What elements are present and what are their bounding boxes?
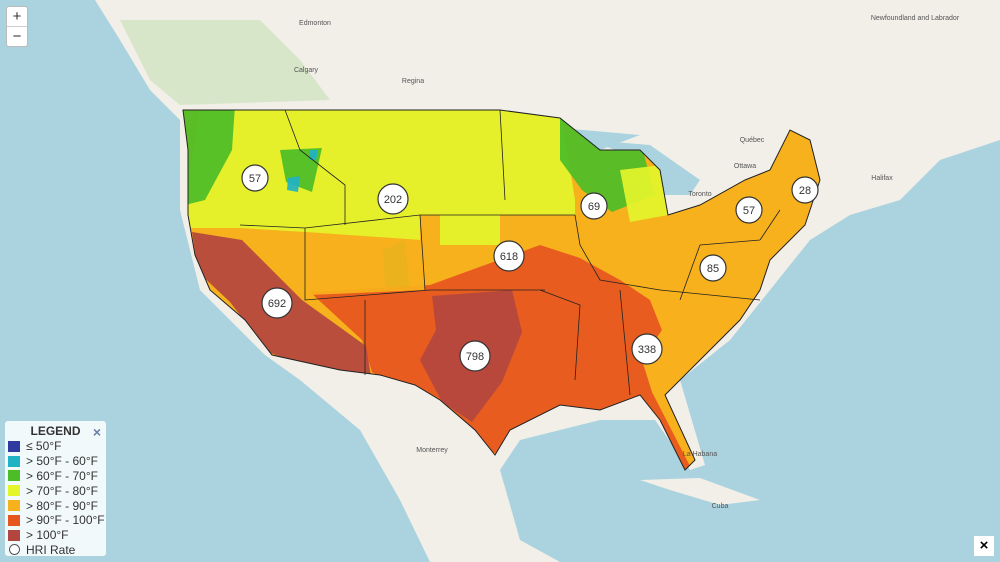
- place-label: Cuba: [712, 503, 729, 510]
- place-label: Ottawa: [734, 163, 756, 170]
- hri-marker[interactable]: [493, 240, 525, 272]
- place-label: Calgary: [294, 67, 319, 74]
- legend-label: > 80°F - 90°F: [26, 498, 98, 513]
- place-label: Québec: [740, 137, 765, 144]
- hri-marker[interactable]: [459, 340, 491, 372]
- great-lakes: [560, 128, 700, 195]
- zoom-control: + −: [6, 6, 28, 47]
- region: [185, 110, 575, 240]
- legend-item: > 60°F - 70°F: [5, 469, 106, 484]
- legend-item: HRI Rate: [5, 543, 106, 558]
- legend-label: > 90°F - 100°F: [26, 513, 105, 528]
- place-label: Newfoundland and Labrador: [871, 15, 960, 22]
- hri-marker-label: 85: [707, 263, 719, 275]
- region: [287, 150, 318, 192]
- legend-swatch: [8, 485, 20, 497]
- hri-marker[interactable]: [377, 183, 409, 215]
- legend-item: > 80°F - 90°F: [5, 498, 106, 513]
- hri-marker-label: 28: [799, 185, 811, 197]
- legend-item: > 70°F - 80°F: [5, 483, 106, 498]
- cuba: [640, 478, 760, 505]
- legend-label: ≤ 50°F: [26, 439, 62, 454]
- legend-title: LEGEND: [30, 424, 81, 438]
- hri-marker[interactable]: [735, 196, 763, 224]
- legend-item: ≤ 50°F: [5, 439, 106, 454]
- region: [305, 232, 425, 295]
- hri-marker-label: 57: [249, 173, 261, 185]
- region: [620, 165, 668, 222]
- hri-marker[interactable]: [580, 192, 608, 220]
- legend-swatch: [8, 440, 20, 452]
- hri-marker-label: 57: [743, 205, 755, 217]
- legend-item: > 50°F - 60°F: [5, 454, 106, 469]
- hri-marker-label: 618: [500, 251, 518, 263]
- marker-icon: [9, 544, 20, 556]
- hri-marker-label: 202: [384, 194, 402, 206]
- place-label: Halifax: [871, 175, 893, 182]
- region: [642, 298, 765, 392]
- place-label: Regina: [402, 78, 424, 85]
- place-label: Toronto: [688, 191, 711, 198]
- legend-item: > 90°F - 100°F: [5, 513, 106, 528]
- region: [440, 215, 500, 245]
- legend-label: > 60°F - 70°F: [26, 468, 98, 483]
- zoom-in[interactable]: +: [12, 8, 22, 25]
- legend: LEGEND × ≤ 50°F > 50°F - 60°F > 60°F - 70°…: [5, 421, 106, 558]
- hri-marker-label: 69: [588, 201, 600, 213]
- hri-marker-label: 692: [268, 298, 286, 310]
- hri-marker[interactable]: [699, 254, 727, 282]
- forest: [120, 20, 330, 105]
- legend-label: > 70°F - 80°F: [26, 483, 98, 498]
- legend-swatch: [8, 470, 20, 482]
- legend-label: > 100°F: [26, 528, 69, 543]
- place-label: Edmonton: [299, 20, 331, 27]
- place-label: Monterrey: [416, 447, 448, 454]
- legend-swatch: [8, 529, 20, 541]
- legend-close[interactable]: ×: [92, 424, 101, 440]
- legend-item: > 100°F: [5, 528, 106, 543]
- close-button[interactable]: ×: [974, 536, 994, 556]
- hri-marker[interactable]: [241, 164, 269, 192]
- legend-swatch: [8, 500, 20, 512]
- hri-marker-label: 338: [638, 344, 656, 356]
- legend-label: HRI Rate: [26, 542, 76, 557]
- legend-label: > 50°F - 60°F: [26, 454, 98, 469]
- hri-marker[interactable]: [261, 287, 293, 319]
- hri-marker[interactable]: [631, 333, 663, 365]
- legend-swatch: [8, 455, 20, 467]
- state-borders: [239, 109, 781, 396]
- zoom-out[interactable]: −: [7, 26, 27, 46]
- legend-swatch: [8, 514, 20, 526]
- region: [183, 110, 235, 205]
- hri-marker[interactable]: [791, 176, 819, 204]
- hri-marker-label: 798: [466, 351, 484, 363]
- place-label: La Habana: [683, 451, 717, 458]
